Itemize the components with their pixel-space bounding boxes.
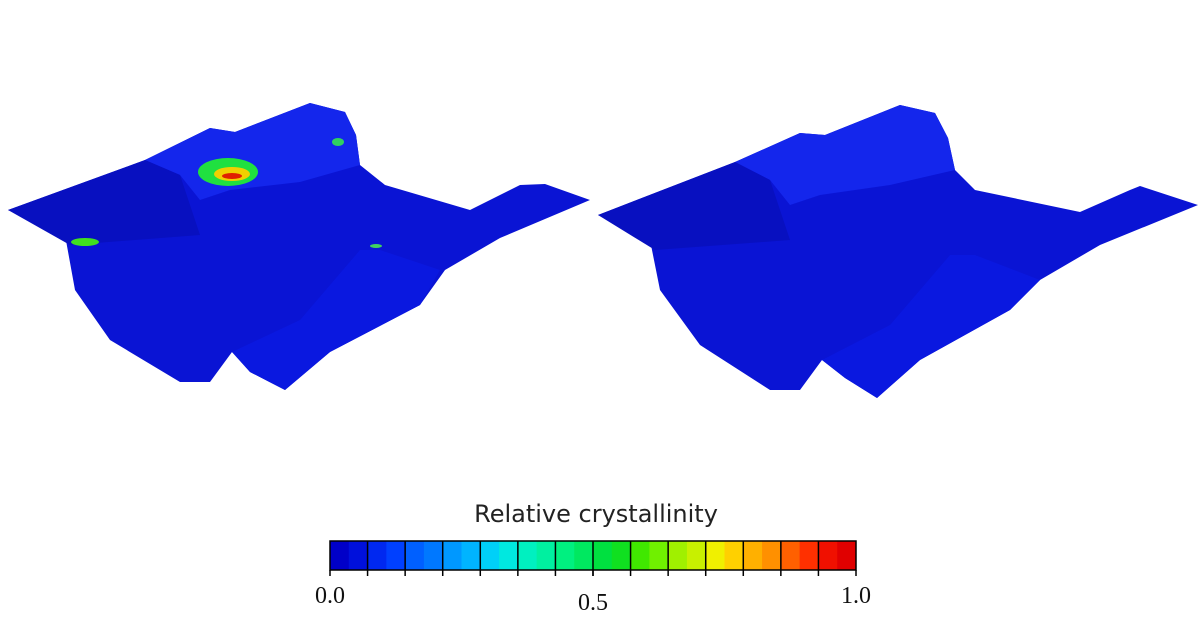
colorbar-segment (499, 541, 519, 570)
colorbar-segment (611, 541, 632, 570)
colorbar-tick-label: 0.0 (315, 583, 345, 609)
surface-step (232, 250, 440, 390)
surface-highlight (145, 103, 360, 200)
colorbar-segment (348, 541, 369, 570)
colorbar-segment (536, 541, 556, 570)
colorbar-segment (630, 541, 650, 570)
colorbar-tick-label: 1.0 (841, 583, 871, 609)
hotspot (332, 138, 344, 146)
colorbar-segment (780, 541, 801, 570)
colorbar-segment (555, 541, 575, 570)
colorbar: 0.0 0.5 1.0 (315, 540, 871, 616)
colorbar-segment (818, 541, 838, 570)
colorbar-segment (423, 541, 444, 570)
colorbar-segment (386, 541, 406, 570)
surface-shade (8, 160, 200, 245)
surface-shade (598, 162, 790, 250)
colorbar-segment (330, 541, 350, 570)
colorbar-segment (668, 541, 688, 570)
colorbar-segment (743, 541, 763, 570)
left-render (8, 103, 590, 390)
colorbar-title: Relative crystallinity (474, 500, 718, 528)
colorbar-segment (649, 541, 669, 570)
hotspot (71, 238, 99, 246)
colorbar-segment (480, 541, 500, 570)
colorbar-segment (762, 541, 782, 570)
colorbar-segment (724, 541, 744, 570)
colorbar-segment (442, 541, 462, 570)
colorbar-segment (574, 541, 594, 570)
colorbar-segment (405, 541, 425, 570)
surface-highlight (735, 105, 955, 205)
hotspot (370, 244, 382, 248)
colorbar-tick-label: 0.5 (578, 590, 608, 616)
colorbar-segment (517, 541, 538, 570)
hotspot (222, 173, 242, 179)
colorbar-segment (799, 541, 819, 570)
colorbar-segment (705, 541, 725, 570)
colorbar-segment (367, 541, 387, 570)
colorbar-segment (461, 541, 481, 570)
colorbar-segment (593, 541, 613, 570)
colorbar-segment (686, 541, 707, 570)
colorbar-segment (837, 541, 857, 570)
surface-step (822, 255, 1040, 398)
right-render (598, 105, 1198, 398)
